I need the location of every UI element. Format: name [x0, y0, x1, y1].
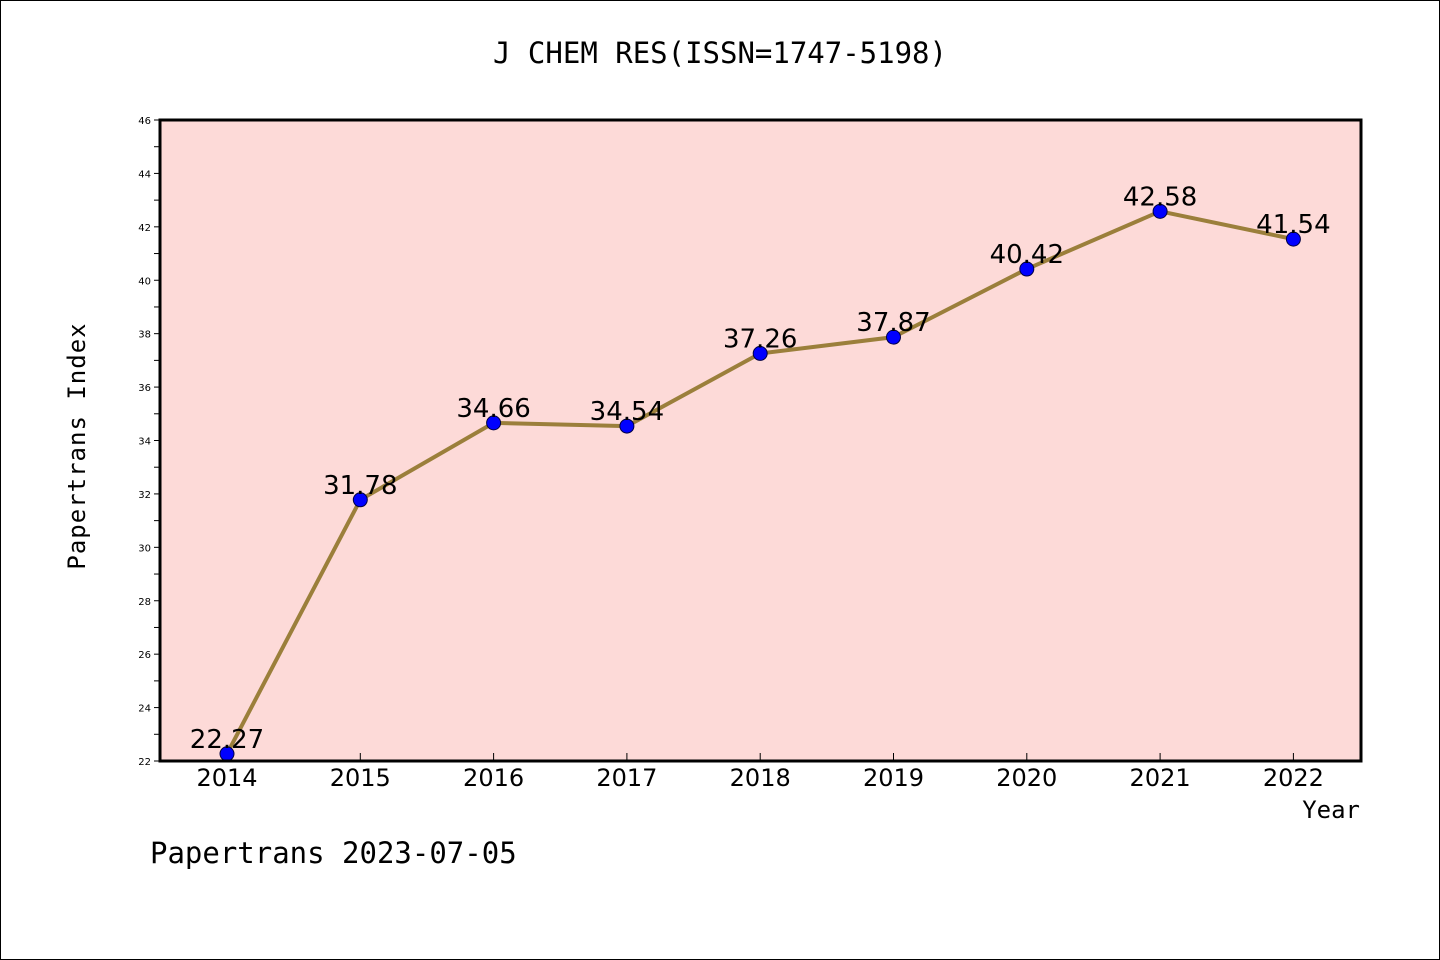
- y-tick-label: 24: [138, 704, 151, 715]
- y-tick-label: 28: [138, 597, 151, 608]
- x-tick-label: 2015: [330, 764, 391, 792]
- data-label: 34.54: [590, 397, 664, 427]
- data-point: [352, 492, 368, 508]
- data-point: [752, 345, 768, 361]
- y-tick-label: 40: [138, 276, 151, 287]
- x-tick-label: 2022: [1263, 764, 1324, 792]
- x-tick-label: 2017: [596, 764, 657, 792]
- data-point: [1285, 231, 1301, 247]
- x-tick-label: 2021: [1130, 764, 1191, 792]
- data-label: 37.26: [723, 324, 797, 354]
- data-label: 42.58: [1123, 182, 1197, 212]
- plot-area: [160, 120, 1361, 761]
- data-label: 37.87: [856, 308, 930, 338]
- series-group: [219, 203, 1301, 762]
- y-axis: 22 24 26 28 30 32 34 36 38 40 42 44 46: [138, 116, 160, 768]
- y-tick-label: 34: [138, 437, 151, 448]
- data-label: 40.42: [990, 240, 1064, 270]
- data-point: [619, 418, 635, 434]
- data-point: [886, 329, 901, 345]
- y-tick-label: 32: [138, 490, 151, 501]
- y-tick-label: 44: [138, 169, 151, 180]
- y-tick-label: 38: [138, 330, 151, 341]
- y-tick-label: 26: [138, 650, 151, 661]
- y-tick-label: 46: [138, 116, 151, 127]
- y-tick-label: 42: [138, 223, 151, 234]
- x-tick-label: 2018: [730, 764, 791, 792]
- data-label: 31.78: [323, 471, 397, 501]
- chart-title: J CHEM RES(ISSN=1747-5198): [493, 36, 947, 70]
- x-tick-label: 2014: [196, 764, 257, 792]
- y-tick-label: 22: [138, 757, 151, 768]
- data-label: 41.54: [1256, 210, 1330, 240]
- data-label: 22.27: [190, 725, 264, 755]
- y-tick-label: 30: [138, 543, 151, 554]
- x-tick-label: 2019: [863, 764, 924, 792]
- x-tick-label: 2016: [463, 764, 524, 792]
- data-point: [486, 415, 502, 431]
- x-tick-label: 2020: [996, 764, 1057, 792]
- footer-source-date: Papertrans 2023-07-05: [150, 836, 517, 870]
- data-point: [1019, 261, 1035, 277]
- plot-border: [158, 118, 1363, 763]
- data-label: 34.66: [456, 394, 530, 424]
- data-labels-group: 22.27 31.78 34.66 34.54 37.26 37.87 40.42 42.58…: [190, 182, 1331, 754]
- data-point: [1152, 203, 1168, 219]
- x-axis: 2014 2015 2016 2017 2018 2019 2020 2021 2022: [196, 753, 1324, 792]
- x-axis-label: Year: [1302, 796, 1360, 824]
- y-tick-label: 36: [138, 383, 151, 394]
